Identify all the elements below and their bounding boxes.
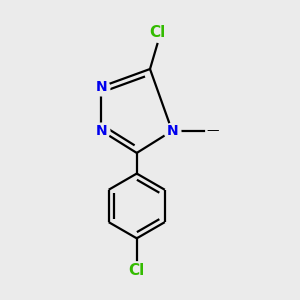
Text: —: — (206, 124, 218, 137)
Text: Cl: Cl (129, 263, 145, 278)
Text: N: N (96, 80, 107, 94)
Text: N: N (166, 124, 178, 138)
Text: N: N (96, 124, 107, 138)
Text: Cl: Cl (149, 25, 166, 40)
